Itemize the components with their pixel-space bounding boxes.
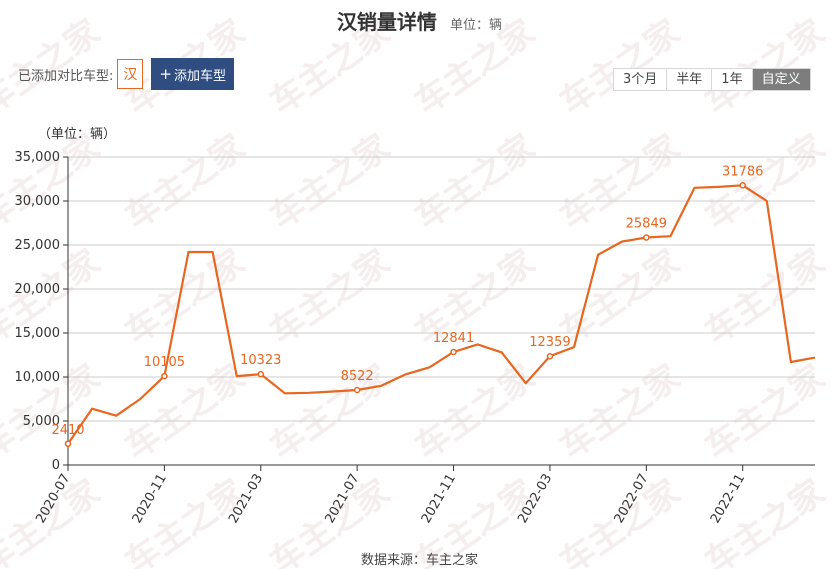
x-tick-label: 2022-11 — [708, 472, 748, 527]
range-tab[interactable]: 1年 — [712, 69, 753, 90]
data-point — [353, 386, 361, 394]
x-tick-label: 2021-03 — [226, 472, 266, 527]
unit-label: 单位：辆 — [450, 18, 503, 33]
compare-model-chip[interactable]: 汉 — [117, 59, 144, 89]
data-point — [643, 234, 650, 241]
y-tick-label: 25,000 — [15, 238, 61, 253]
x-tick-label: 2021-07 — [322, 472, 362, 527]
series-line — [67, 184, 816, 445]
sales-line-chart: （单位：辆） 0 5,000 10,000 15,000 20,000 25,000 30,0… — [15, 127, 816, 527]
range-tab[interactable]: 半年 — [667, 69, 713, 90]
data-point — [739, 182, 746, 189]
y-tick-label: 15,000 — [15, 326, 61, 341]
x-tick-label: 2021-11 — [419, 472, 459, 527]
y-tick-label: 0 — [52, 458, 60, 473]
data-point — [161, 372, 168, 380]
x-tick-label: 2020-07 — [33, 472, 73, 527]
x-tick-label: 2022-03 — [515, 472, 555, 527]
y-tick-label: 5,000 — [23, 414, 60, 429]
page-title: 汉销量详情 — [336, 10, 437, 34]
data-label: 12359 — [529, 335, 570, 350]
x-tick-label: 2022-07 — [612, 472, 652, 527]
x-tick-label: 2020-11 — [130, 472, 170, 527]
plus-icon: + — [159, 65, 172, 83]
data-point — [64, 440, 72, 448]
data-label: 12841 — [433, 331, 474, 346]
y-tick-label: 35,000 — [15, 150, 61, 165]
add-model-button[interactable]: + 添加车型 — [151, 58, 234, 90]
data-point — [257, 370, 265, 378]
y-tick-label: 10,000 — [15, 370, 61, 385]
y-axis-unit-label: （单位：辆） — [38, 127, 116, 142]
data-label: 25849 — [626, 217, 667, 232]
data-label: 10323 — [240, 353, 281, 368]
data-label: 2410 — [51, 423, 84, 438]
data-point — [546, 352, 554, 360]
compare-label: 已添加对比车型: — [18, 68, 114, 84]
data-label: 8522 — [341, 369, 374, 384]
y-tick-label: 20,000 — [15, 282, 61, 297]
range-tab[interactable]: 自定义 — [752, 69, 810, 90]
data-point — [450, 348, 457, 356]
data-label: 10105 — [144, 355, 185, 370]
data-source: 数据来源：车主之家 — [360, 553, 478, 568]
compare-row: 已添加对比车型: 汉 + 添加车型 — [18, 58, 234, 90]
y-tick-label: 30,000 — [15, 194, 61, 209]
add-model-label: 添加车型 — [173, 68, 226, 84]
range-tab[interactable]: 3个月 — [614, 69, 668, 90]
data-label: 31786 — [722, 164, 763, 179]
time-range-tabs: 3个月 半年 1年 自定义 — [613, 68, 811, 91]
title-row: 汉销量详情 单位：辆 — [0, 6, 839, 35]
